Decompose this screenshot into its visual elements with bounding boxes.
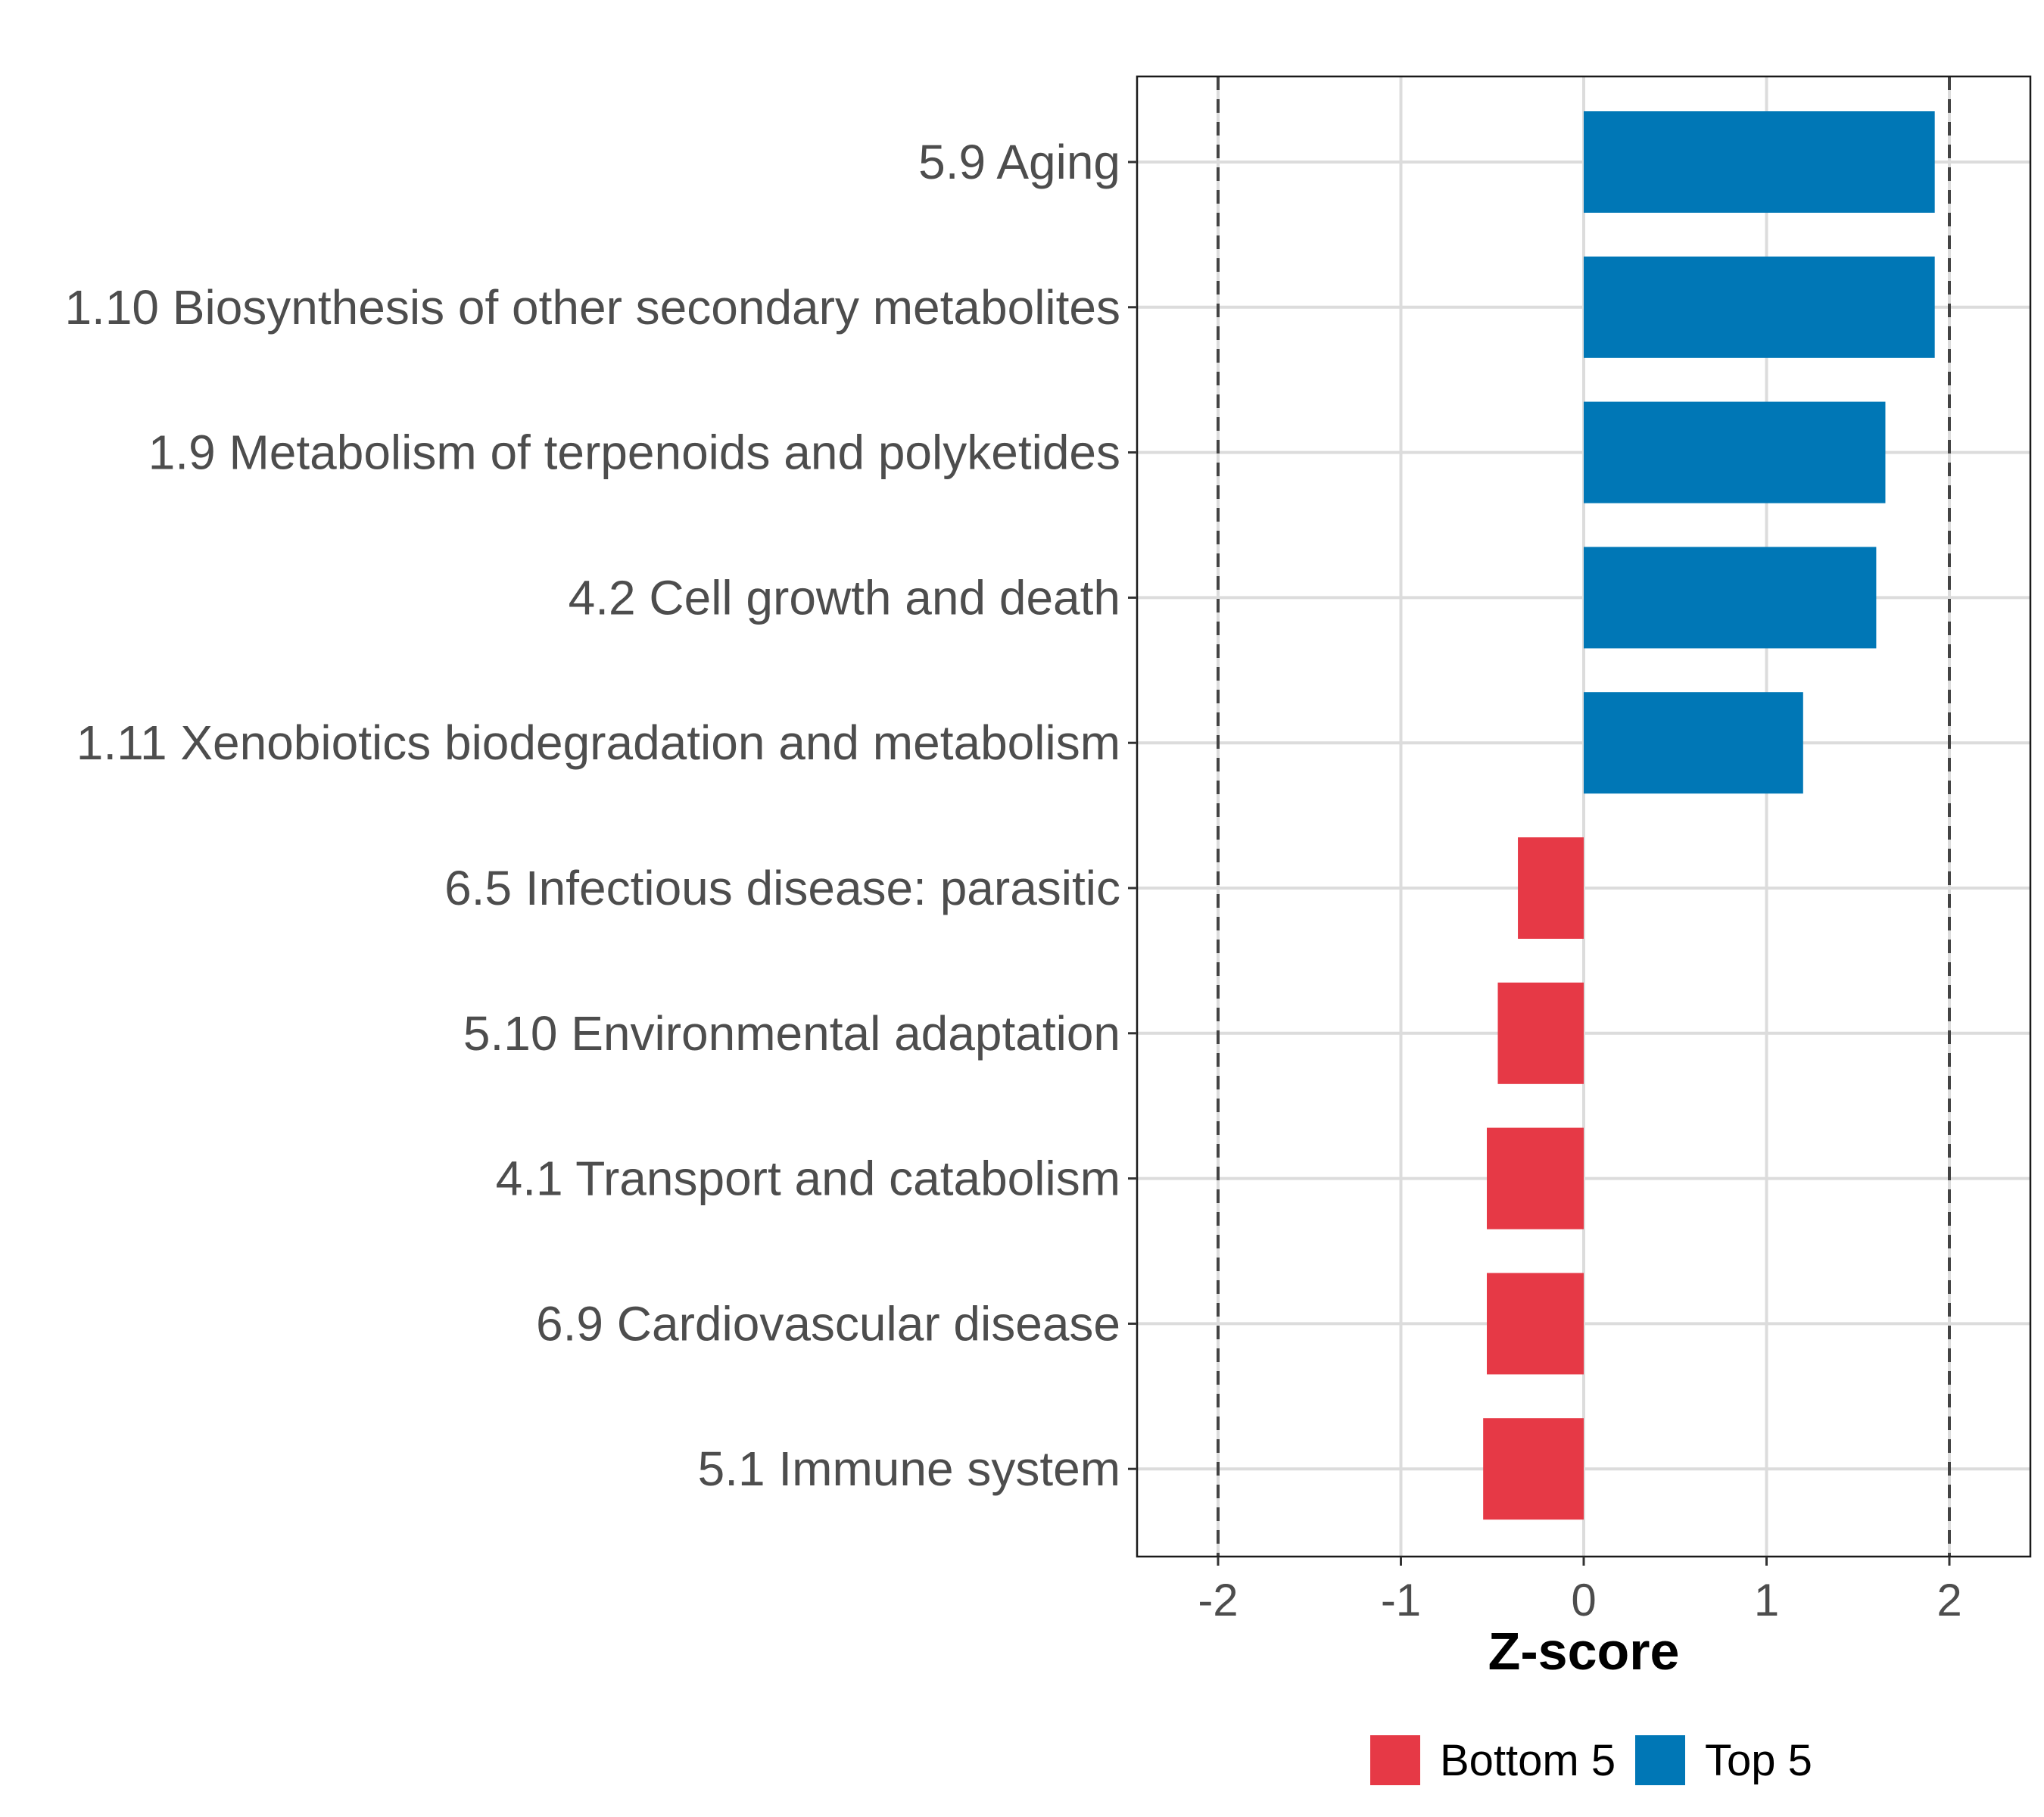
legend-key	[1635, 1735, 1685, 1785]
y-tick-label: 4.1 Transport and catabolism	[496, 1152, 1120, 1206]
bar-layer	[1483, 111, 1935, 1520]
legend-key	[1370, 1735, 1420, 1785]
x-axis: -2 -1 0 1 2	[1198, 1557, 1962, 1625]
bar-top-1	[1584, 111, 1935, 213]
x-tick-label: 0	[1571, 1575, 1596, 1625]
y-tick-label: 6.9 Cardiovascular disease	[536, 1296, 1120, 1351]
y-tick-label: 4.2 Cell growth and death	[569, 570, 1120, 625]
legend-label: Top 5	[1705, 1736, 1812, 1785]
y-tick-label: 1.11 Xenobiotics biodegradation and meta…	[76, 715, 1120, 770]
x-axis-title: Z-score	[1488, 1622, 1680, 1681]
y-tick-label: 5.9 Aging	[918, 135, 1120, 189]
bar-bottom-7	[1497, 982, 1584, 1084]
y-axis: 5.9 Aging 1.10 Biosynthesis of other seco…	[64, 135, 1137, 1496]
y-tick-label: 5.1 Immune system	[698, 1441, 1120, 1496]
legend: Bottom 5 Top 5	[1370, 1735, 1812, 1785]
y-tick-label: 5.10 Environmental adaptation	[463, 1006, 1120, 1061]
bar-bottom-6	[1518, 837, 1584, 939]
bar-top-5	[1584, 692, 1803, 794]
bar-bottom-10	[1483, 1418, 1584, 1520]
reference-line-layer	[1217, 76, 1951, 1557]
x-tick-label: 1	[1754, 1575, 1779, 1625]
bar-bottom-8	[1487, 1127, 1584, 1230]
x-tick-label: 2	[1937, 1575, 1961, 1625]
legend-label: Bottom 5	[1440, 1736, 1616, 1785]
bar-top-4	[1584, 547, 1877, 649]
bar-top-2	[1584, 256, 1935, 358]
y-tick-label: 1.10 Biosynthesis of other secondary met…	[64, 280, 1120, 335]
x-tick-label: -2	[1198, 1575, 1238, 1625]
y-tick-label: 1.9 Metabolism of terpenoids and polyket…	[148, 425, 1120, 480]
x-tick-label: -1	[1381, 1575, 1421, 1625]
bar-bottom-9	[1487, 1273, 1584, 1375]
bar-top-3	[1584, 401, 1886, 503]
y-tick-label: 6.5 Infectious disease: parasitic	[444, 861, 1120, 915]
